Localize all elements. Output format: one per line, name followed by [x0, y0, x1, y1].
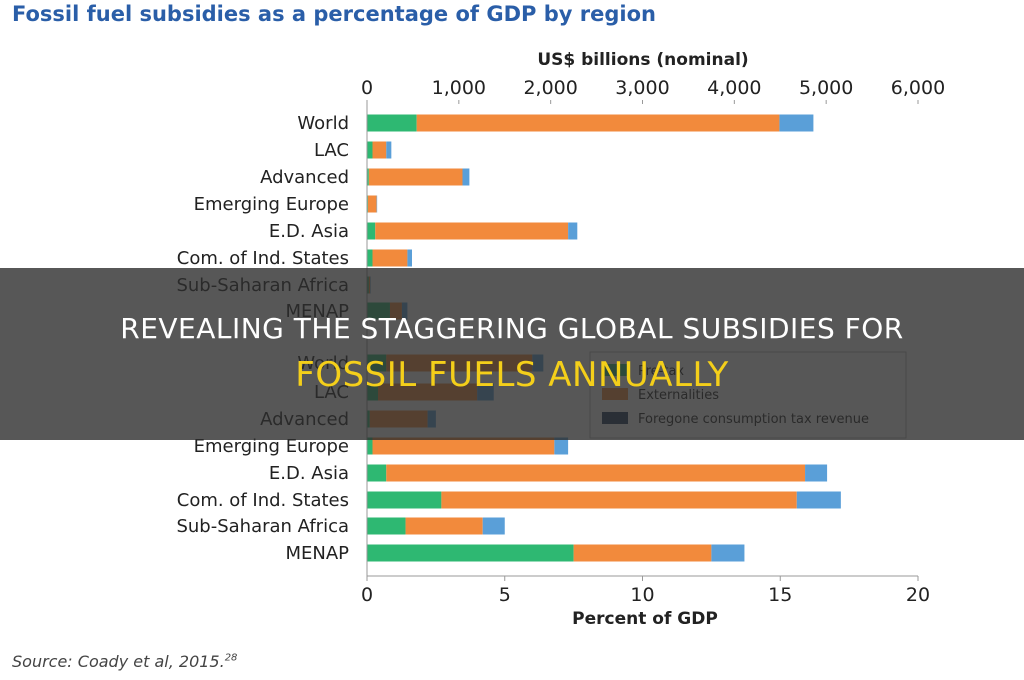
bar-top-2-pre_tax [367, 168, 369, 186]
source-note: Source: Coady et al, 2015.28 [12, 652, 237, 671]
bar-top-4-externalities [375, 222, 569, 240]
category-label-top-4: E.D. Asia [269, 221, 349, 242]
tick-label-top-2: 2,000 [523, 77, 577, 99]
category-label-bottom-6: Sub-Saharan Africa [176, 516, 349, 537]
bar-bottom-3-foregone [554, 437, 569, 455]
source-ref: 28 [224, 652, 238, 664]
bottom-axis-title: Percent of GDP [572, 609, 718, 629]
tick-label-bottom-2: 10 [630, 584, 654, 606]
bar-bottom-3-pre_tax [367, 437, 373, 455]
source-text: Source: Coady et al, 2015. [12, 652, 225, 671]
category-label-bottom-4: E.D. Asia [269, 463, 349, 484]
chart-title: Fossil fuel subsidies as a percentage of… [12, 2, 656, 26]
tick-label-top-1: 1,000 [432, 77, 486, 99]
bar-top-1-externalities [372, 141, 387, 159]
bar-bottom-3-externalities [372, 437, 555, 455]
bar-top-5-foregone [407, 249, 412, 267]
tick-label-top-4: 4,000 [707, 77, 761, 99]
bar-top-3-externalities [367, 195, 377, 213]
bar-top-5-externalities [372, 249, 408, 267]
bar-top-2-externalities [368, 168, 463, 186]
tick-label-bottom-1: 5 [499, 584, 511, 606]
tick-label-bottom-4: 20 [906, 584, 930, 606]
category-label-top-5: Com. of Ind. States [177, 248, 349, 269]
bar-bottom-6-externalities [405, 517, 483, 535]
bar-bottom-4-pre_tax [367, 464, 387, 482]
category-label-top-2: Advanced [260, 167, 349, 188]
tick-label-top-0: 0 [361, 77, 373, 99]
category-label-top-1: LAC [314, 140, 349, 161]
category-label-top-3: Emerging Europe [194, 194, 349, 215]
category-label-bottom-3: Emerging Europe [194, 436, 349, 457]
tick-label-top-3: 3,000 [615, 77, 669, 99]
category-label-top-0: World [297, 113, 349, 134]
bar-bottom-4-foregone [805, 464, 828, 482]
bar-bottom-5-externalities [441, 491, 797, 509]
bar-top-5-pre_tax [367, 249, 373, 267]
bar-bottom-7-externalities [573, 544, 712, 562]
bar-bottom-7-foregone [711, 544, 745, 562]
bar-top-0-externalities [416, 114, 780, 132]
bar-top-2-foregone [462, 168, 470, 186]
bar-bottom-6-pre_tax [367, 517, 406, 535]
bar-top-0-foregone [779, 114, 814, 132]
tick-label-top-5: 5,000 [799, 77, 853, 99]
category-label-bottom-5: Com. of Ind. States [177, 490, 349, 511]
headline-line2: Fossil Fuels Annually [295, 354, 729, 395]
tick-label-top-6: 6,000 [891, 77, 945, 99]
bar-top-1-pre_tax [367, 141, 373, 159]
tick-label-bottom-3: 15 [768, 584, 792, 606]
bar-top-4-pre_tax [367, 222, 376, 240]
category-label-bottom-7: MENAP [285, 543, 349, 564]
bar-bottom-5-foregone [796, 491, 841, 509]
bar-top-4-foregone [568, 222, 578, 240]
headline-line1: Revealing The Staggering Global Subsidie… [120, 311, 904, 345]
top-axis-title: US$ billions (nominal) [537, 50, 748, 70]
bar-bottom-4-externalities [386, 464, 806, 482]
headline-banner: Revealing The Staggering Global Subsidie… [0, 268, 1024, 440]
bar-bottom-7-pre_tax [367, 544, 574, 562]
bar-top-1-foregone [386, 141, 392, 159]
bar-top-0-pre_tax [367, 114, 417, 132]
bar-bottom-5-pre_tax [367, 491, 442, 509]
tick-label-bottom-0: 0 [361, 584, 373, 606]
bar-bottom-6-foregone [482, 517, 505, 535]
bar-top-3-foregone [376, 195, 378, 213]
